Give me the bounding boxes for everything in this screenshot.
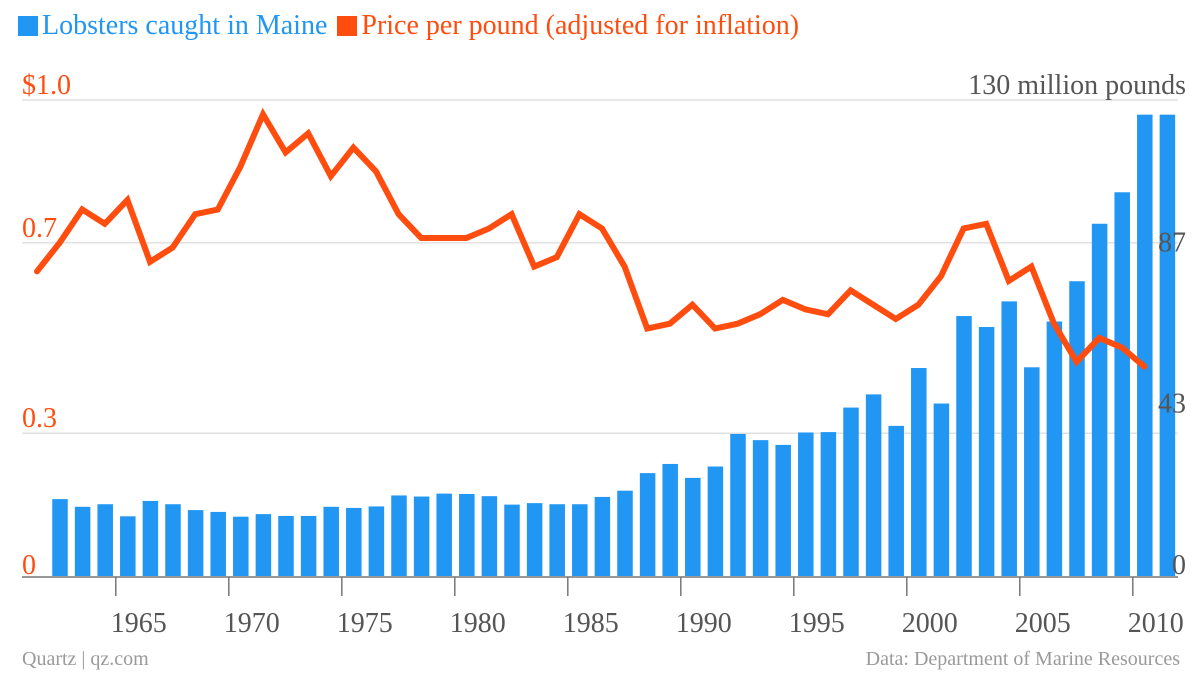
legend-swatch-price: [337, 16, 358, 36]
catch-bar-1963: [74, 506, 91, 576]
catch-bar-2001: [933, 403, 950, 576]
catch-bar-2011: [1159, 114, 1176, 577]
catch-bar-2004: [1001, 301, 1017, 576]
catch-bar-1995: [798, 432, 814, 576]
catch-bar-1993: [752, 440, 769, 576]
catch-bar-1992: [730, 433, 746, 576]
catch-bar-2009: [1114, 192, 1130, 577]
legend-item-catch: Lobsters caught in Maine: [18, 8, 327, 44]
catch-bar-2007: [1069, 281, 1085, 576]
right-axis-label-0: 0: [1172, 550, 1186, 581]
left-axis-label-1: 0.3: [22, 403, 57, 434]
catch-bar-1969: [210, 511, 226, 576]
catch-bar-1964: [97, 504, 113, 576]
catch-bar-2006: [1046, 321, 1063, 576]
catch-bar-2002: [956, 316, 972, 576]
legend-label-price: Price per pound (adjusted for inflation): [361, 10, 800, 41]
catch-bar-1997: [843, 407, 859, 576]
x-tick-label-1985: 1985: [563, 608, 619, 639]
right-axis-label-1: 43: [1158, 389, 1186, 420]
catch-bar-2000: [911, 368, 927, 576]
catch-bar-1979: [436, 493, 452, 576]
x-tick-label-1970: 1970: [224, 608, 280, 639]
price-line-layer: [34, 107, 1148, 370]
catch-bars: [52, 114, 1176, 577]
legend: Lobsters caught in Maine Price per pound…: [18, 8, 809, 44]
catch-bar-1991: [707, 466, 724, 576]
catch-bar-1966: [142, 500, 159, 576]
catch-bar-1976: [368, 506, 385, 576]
catch-bar-2005: [1024, 367, 1040, 576]
catch-bar-1965: [120, 516, 136, 576]
left-axis-label-3: $1.0: [22, 70, 71, 101]
catch-bar-1970: [233, 516, 249, 576]
x-tick-label-2000: 2000: [902, 608, 958, 639]
catch-bar-1987: [617, 490, 633, 576]
x-tick-label-1975: 1975: [337, 608, 393, 639]
catch-bar-2010: [1137, 114, 1153, 577]
x-tick-label-1995: 1995: [789, 608, 845, 639]
catch-bar-1977: [391, 495, 407, 576]
catch-bar-1973: [300, 515, 317, 576]
x-tick-label-2005: 2005: [1015, 608, 1071, 639]
catch-bar-1978: [413, 496, 430, 576]
catch-bar-1994: [775, 444, 791, 576]
catch-bar-2008: [1091, 223, 1108, 576]
x-tick-label-1990: 1990: [676, 608, 732, 639]
legend-item-price: Price per pound (adjusted for inflation): [337, 8, 799, 44]
catch-bar-1988: [639, 473, 656, 576]
left-axis-label-0: 0: [22, 550, 36, 581]
legend-label-catch: Lobsters caught in Maine: [42, 10, 328, 41]
left-axis-label-2: 0.7: [22, 213, 57, 244]
axis-layer: 0 0.3 0.7 $1.0 0 43 87 130 million pounds 1965 19…: [22, 70, 1186, 639]
catch-bar-1962: [52, 499, 68, 576]
catch-bar-1971: [255, 514, 272, 576]
catch-bar-1974: [323, 506, 339, 576]
footer-source-left: Quartz | qz.com: [22, 648, 149, 670]
x-tick-label-1965: 1965: [111, 608, 167, 639]
catch-bar-1989: [662, 463, 678, 576]
catch-bar-1985: [572, 504, 588, 576]
catch-bar-1981: [481, 496, 498, 576]
catch-bar-1986: [594, 496, 611, 576]
catch-bar-1975: [346, 507, 362, 576]
price-line: [34, 107, 1148, 370]
catch-bar-1990: [685, 477, 701, 576]
catch-bar-1982: [504, 504, 520, 576]
catch-bar-1967: [165, 504, 181, 576]
right-axis-label-2: 87: [1158, 227, 1186, 258]
catch-bar-1999: [888, 425, 904, 576]
x-tick-label-2010: 2010: [1128, 608, 1184, 639]
legend-swatch-catch: [18, 16, 38, 36]
catch-bar-1980: [459, 493, 475, 576]
catch-bar-1998: [865, 394, 882, 576]
catch-bar-1984: [549, 504, 565, 576]
catch-bar-1983: [526, 503, 543, 576]
catch-bar-1996: [820, 432, 837, 576]
footer-source-right: Data: Department of Marine Resources: [865, 648, 1180, 670]
x-tick-label-1980: 1980: [450, 608, 506, 639]
right-axis-label-3: 130 million pounds: [968, 70, 1186, 101]
catch-bar-1972: [278, 515, 294, 576]
catch-bar-1968: [187, 510, 204, 576]
catch-bar-2003: [978, 327, 995, 576]
